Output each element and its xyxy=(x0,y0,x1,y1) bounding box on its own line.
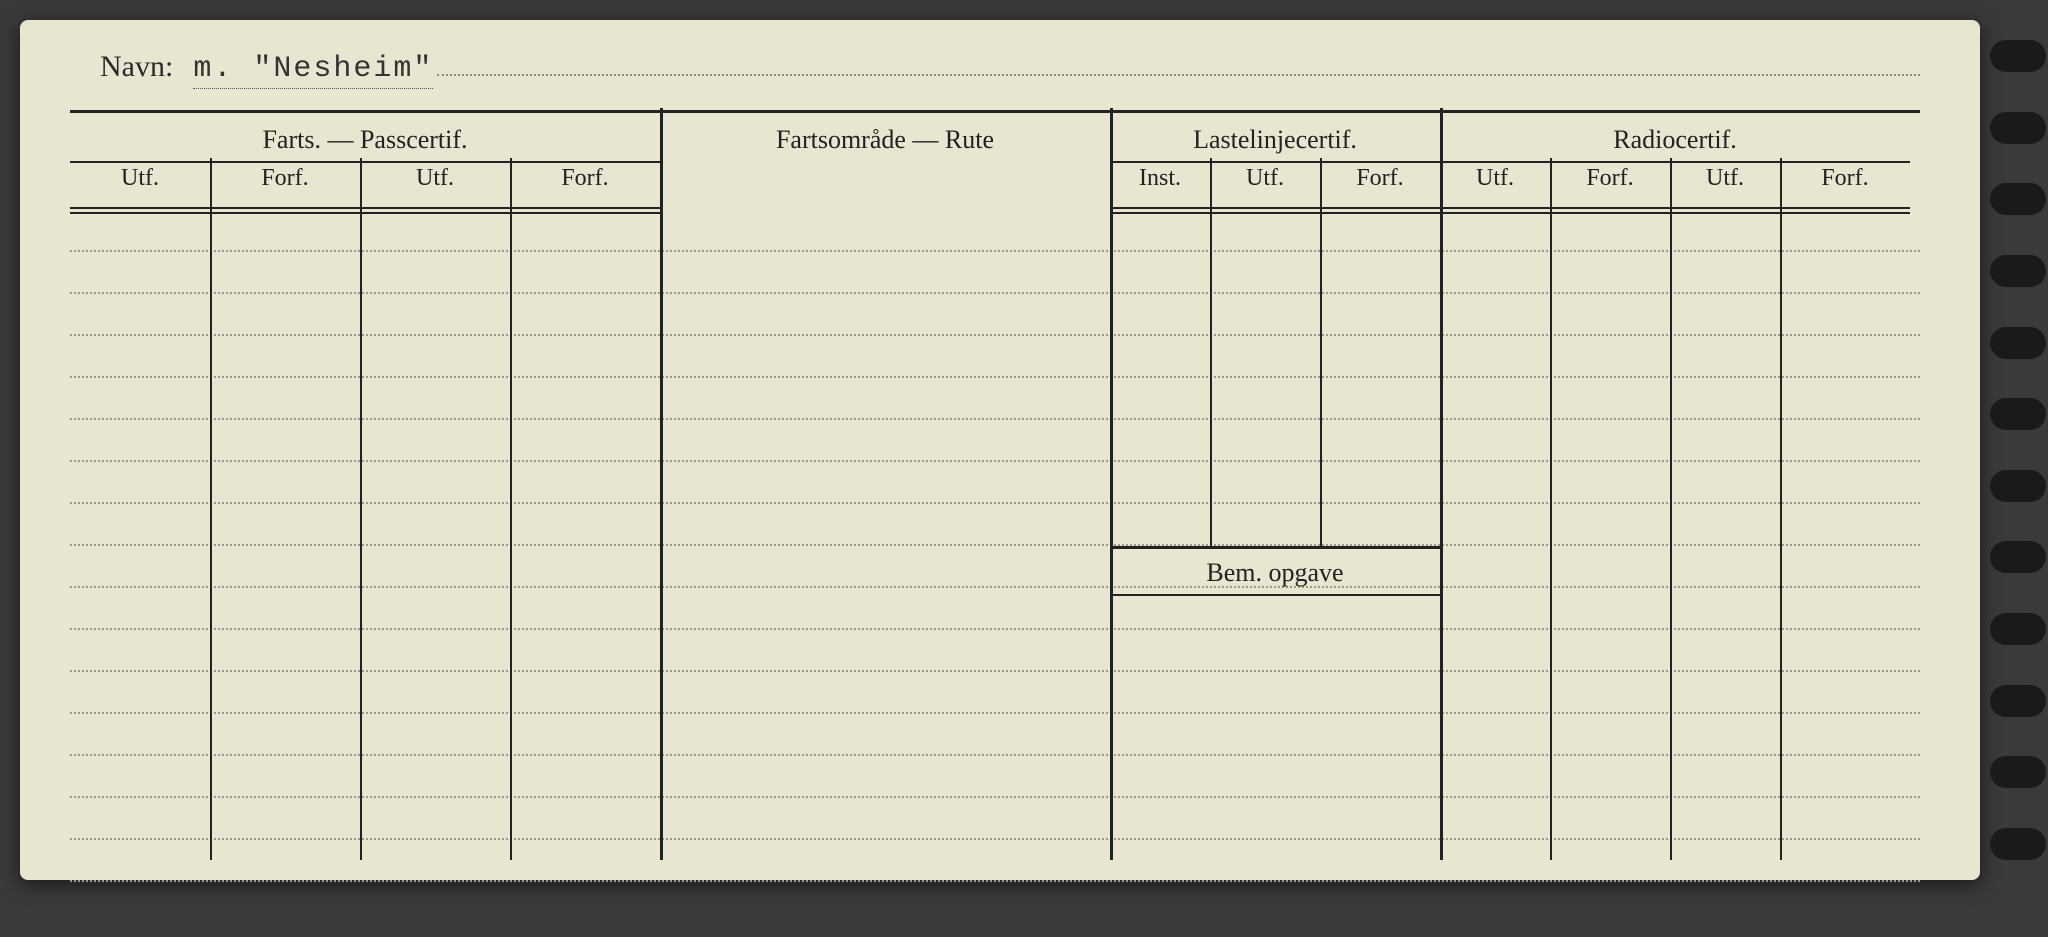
vline-c1 xyxy=(210,158,212,860)
hole-icon xyxy=(1990,327,2046,359)
sub-forf-4: Forf. xyxy=(1550,165,1670,192)
sub-utf-3: Utf. xyxy=(1210,165,1320,192)
hole-icon xyxy=(1990,40,2046,72)
sub-utf-4: Utf. xyxy=(1440,165,1550,192)
group-fartsomrade: Fartsområde — Rute xyxy=(660,125,1110,155)
table-row xyxy=(70,588,1920,630)
sub-utf-1: Utf. xyxy=(70,165,210,192)
rule-sub-1 xyxy=(70,207,660,209)
table-row xyxy=(70,378,1920,420)
bem-opgave-label: Bem. opgave xyxy=(1110,558,1440,588)
bem-rule-top xyxy=(1110,546,1440,549)
table-row xyxy=(70,210,1920,252)
sub-forf-1: Forf. xyxy=(210,165,360,192)
hole-icon xyxy=(1990,398,2046,430)
hole-icon xyxy=(1990,470,2046,502)
vline-sec-1 xyxy=(660,108,663,860)
table-row xyxy=(70,714,1920,756)
hole-icon xyxy=(1990,255,2046,287)
ruled-rows xyxy=(70,210,1920,860)
vline-c2 xyxy=(360,158,362,860)
hole-icon xyxy=(1990,828,2046,860)
table-row xyxy=(70,504,1920,546)
column-headers: Farts. — Passcertif. Fartsområde — Rute … xyxy=(70,113,1920,213)
rule-under-radio xyxy=(1440,161,1910,163)
sub-utf-5: Utf. xyxy=(1670,165,1780,192)
hole-icon xyxy=(1990,613,2046,645)
table-row xyxy=(70,630,1920,672)
hole-icon xyxy=(1990,112,2046,144)
rule-under-farts xyxy=(70,161,660,163)
hole-icon xyxy=(1990,685,2046,717)
navn-dotted-line xyxy=(437,50,1920,76)
group-farts-pass: Farts. — Passcertif. xyxy=(70,125,660,155)
table-row xyxy=(70,798,1920,840)
table-row xyxy=(70,252,1920,294)
table-row xyxy=(70,672,1920,714)
hole-icon xyxy=(1990,541,2046,573)
table-row xyxy=(70,420,1920,462)
rule-under-lastelinje xyxy=(1110,161,1440,163)
navn-label: Navn: xyxy=(100,50,173,84)
navn-value: m. "Nesheim" xyxy=(193,52,433,89)
rule-sub-3 xyxy=(1440,207,1910,209)
vline-c5 xyxy=(1320,158,1322,548)
vline-sec-3 xyxy=(1440,108,1443,860)
hole-icon xyxy=(1990,756,2046,788)
vline-c3 xyxy=(510,158,512,860)
table-row xyxy=(70,756,1920,798)
hole-icon xyxy=(1990,183,2046,215)
table-row xyxy=(70,462,1920,504)
table-row xyxy=(70,840,1920,882)
sub-forf-5: Forf. xyxy=(1780,165,1910,192)
sub-utf-2: Utf. xyxy=(360,165,510,192)
sub-forf-2: Forf. xyxy=(510,165,660,192)
group-lastelinje: Lastelinjecertif. xyxy=(1110,125,1440,155)
vline-sec-2 xyxy=(1110,108,1113,860)
sub-forf-3: Forf. xyxy=(1320,165,1440,192)
rule-sub-2 xyxy=(1110,207,1440,209)
sub-inst: Inst. xyxy=(1110,165,1210,192)
table-row xyxy=(70,546,1920,588)
vline-c4 xyxy=(1210,158,1212,548)
table-row xyxy=(70,336,1920,378)
document-card: Navn: m. "Nesheim" Farts. — Passcertif. … xyxy=(20,20,1980,880)
vline-c6 xyxy=(1550,158,1552,860)
content-area: Navn: m. "Nesheim" Farts. — Passcertif. … xyxy=(70,50,1920,860)
vline-c7 xyxy=(1670,158,1672,860)
table-row xyxy=(70,294,1920,336)
navn-row: Navn: m. "Nesheim" xyxy=(70,50,1920,106)
vline-c8 xyxy=(1780,158,1782,860)
group-radio: Radiocertif. xyxy=(1440,125,1910,155)
binder-holes xyxy=(1980,30,2048,900)
bem-rule-bottom xyxy=(1110,594,1440,596)
